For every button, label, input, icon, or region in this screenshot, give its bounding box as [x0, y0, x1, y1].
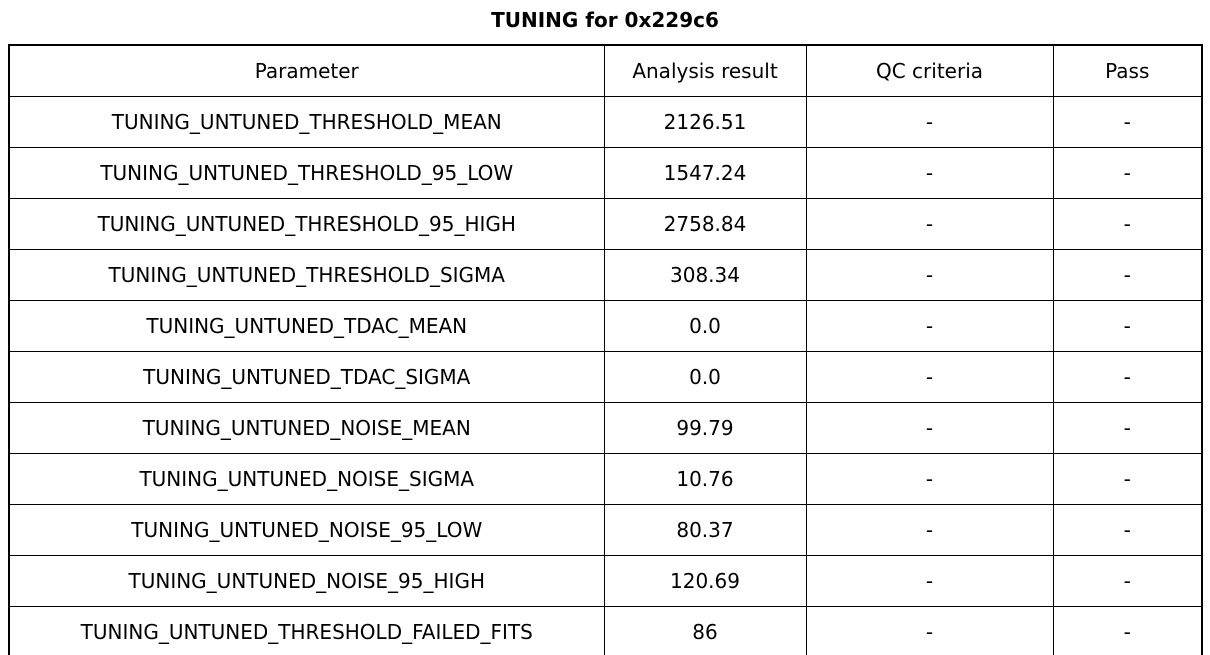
analysis-result-cell: 80.37: [603, 504, 807, 556]
analysis-result-cell: 0.0: [603, 351, 807, 403]
param-name-cell: TUNING_UNTUNED_NOISE_95_LOW: [8, 504, 605, 556]
analysis-result-cell: 2126.51: [603, 96, 807, 148]
qc-criteria-cell: -: [805, 198, 1054, 250]
param-name-cell: TUNING_UNTUNED_THRESHOLD_95_LOW: [8, 147, 605, 199]
header-analysis-result: Analysis result: [603, 44, 807, 97]
analysis-result-cell: 10.76: [603, 453, 807, 505]
param-name-cell: TUNING_UNTUNED_THRESHOLD_FAILED_FITS: [8, 606, 605, 655]
param-name-cell: TUNING_UNTUNED_NOISE_MEAN: [8, 402, 605, 454]
qc-results-table: Parameter Analysis result QC criteria Pa…: [8, 44, 1203, 655]
analysis-result-cell: 2758.84: [603, 198, 807, 250]
analysis-result-cell: 86: [603, 606, 807, 655]
qc-criteria-cell: -: [805, 147, 1054, 199]
header-pass: Pass: [1052, 44, 1203, 97]
header-parameter: Parameter: [8, 44, 605, 97]
param-name-cell: TUNING_UNTUNED_TDAC_SIGMA: [8, 351, 605, 403]
qc-criteria-cell: -: [805, 351, 1054, 403]
pass-cell: -: [1052, 351, 1203, 403]
table-row: TUNING_UNTUNED_NOISE_SIGMA 10.76 - -: [8, 453, 1203, 505]
pass-cell: -: [1052, 147, 1203, 199]
qc-criteria-cell: -: [805, 555, 1054, 607]
param-name-cell: TUNING_UNTUNED_NOISE_95_HIGH: [8, 555, 605, 607]
table-row: TUNING_UNTUNED_TDAC_MEAN 0.0 - -: [8, 300, 1203, 352]
page-title: TUNING for 0x229c6: [491, 8, 719, 32]
table-row: TUNING_UNTUNED_THRESHOLD_MEAN 2126.51 - …: [8, 96, 1203, 148]
qc-criteria-cell: -: [805, 96, 1054, 148]
pass-cell: -: [1052, 249, 1203, 301]
analysis-result-cell: 1547.24: [603, 147, 807, 199]
header-row: Parameter Analysis result QC criteria Pa…: [8, 44, 1203, 97]
pass-cell: -: [1052, 504, 1203, 556]
analysis-result-cell: 99.79: [603, 402, 807, 454]
param-name-cell: TUNING_UNTUNED_THRESHOLD_MEAN: [8, 96, 605, 148]
pass-cell: -: [1052, 198, 1203, 250]
param-name-cell: TUNING_UNTUNED_TDAC_MEAN: [8, 300, 605, 352]
table-row: TUNING_UNTUNED_NOISE_MEAN 99.79 - -: [8, 402, 1203, 454]
qc-criteria-cell: -: [805, 249, 1054, 301]
pass-cell: -: [1052, 402, 1203, 454]
analysis-result-cell: 308.34: [603, 249, 807, 301]
pass-cell: -: [1052, 96, 1203, 148]
pass-cell: -: [1052, 555, 1203, 607]
table-row: TUNING_UNTUNED_NOISE_95_LOW 80.37 - -: [8, 504, 1203, 556]
qc-criteria-cell: -: [805, 300, 1054, 352]
table-row: TUNING_UNTUNED_NOISE_95_HIGH 120.69 - -: [8, 555, 1203, 607]
param-name-cell: TUNING_UNTUNED_THRESHOLD_SIGMA: [8, 249, 605, 301]
analysis-result-cell: 120.69: [603, 555, 807, 607]
pass-cell: -: [1052, 453, 1203, 505]
qc-criteria-cell: -: [805, 504, 1054, 556]
table-row: TUNING_UNTUNED_THRESHOLD_95_HIGH 2758.84…: [8, 198, 1203, 250]
param-name-cell: TUNING_UNTUNED_NOISE_SIGMA: [8, 453, 605, 505]
table-row: TUNING_UNTUNED_THRESHOLD_FAILED_FITS 86 …: [8, 606, 1203, 655]
table-row: TUNING_UNTUNED_THRESHOLD_95_LOW 1547.24 …: [8, 147, 1203, 199]
pass-cell: -: [1052, 606, 1203, 655]
table-row: TUNING_UNTUNED_TDAC_SIGMA 0.0 - -: [8, 351, 1203, 403]
table-row: TUNING_UNTUNED_THRESHOLD_SIGMA 308.34 - …: [8, 249, 1203, 301]
param-name-cell: TUNING_UNTUNED_THRESHOLD_95_HIGH: [8, 198, 605, 250]
qc-criteria-cell: -: [805, 453, 1054, 505]
analysis-result-cell: 0.0: [603, 300, 807, 352]
pass-cell: -: [1052, 300, 1203, 352]
qc-criteria-cell: -: [805, 606, 1054, 655]
qc-criteria-cell: -: [805, 402, 1054, 454]
header-qc-criteria: QC criteria: [805, 44, 1054, 97]
